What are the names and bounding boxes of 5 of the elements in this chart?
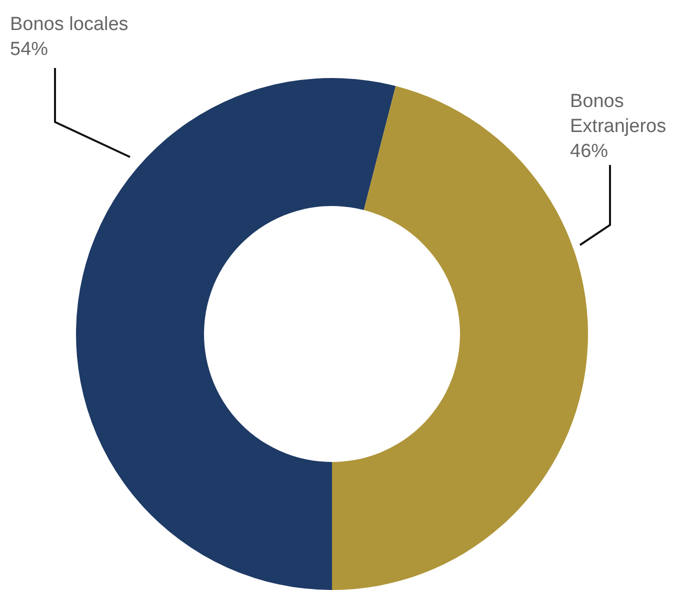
slice-label: Bonos locales	[10, 14, 128, 35]
slice-label: Bonos Extranjeros	[570, 91, 666, 137]
donut-slice	[76, 78, 396, 590]
data-label: 54%	[10, 39, 48, 60]
data-label: 46%	[570, 141, 608, 162]
